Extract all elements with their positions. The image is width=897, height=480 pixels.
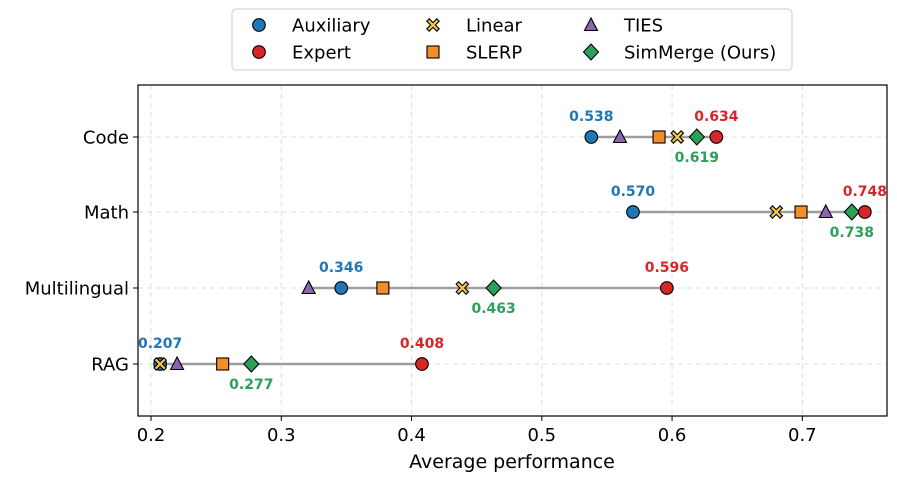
value-label-simmerge-ours-multilingual: 0.463 (471, 301, 515, 317)
value-label-auxiliary-math: 0.570 (611, 184, 656, 200)
point-linear-code (670, 130, 685, 144)
x-tick-label: 0.5 (527, 425, 556, 446)
point-ties-multilingual (301, 279, 317, 295)
legend-marker-linear (426, 18, 440, 32)
legend-label-linear: Linear (466, 16, 523, 37)
point-slerp-code (652, 130, 666, 144)
value-label-simmerge-ours-rag: 0.277 (229, 377, 273, 393)
y-tick-label-math: Math (84, 203, 129, 224)
legend-marker-expert (252, 45, 266, 59)
point-auxiliary-multilingual (334, 281, 349, 295)
point-simmerge-ours-rag (243, 355, 260, 373)
x-axis-title: Average performance (409, 451, 615, 473)
point-linear-math (769, 205, 784, 219)
y-tick-label-rag: RAG (91, 355, 129, 376)
legend-label-simmerge-ours: SimMerge (Ours) (624, 43, 776, 64)
legend-marker-slerp (426, 45, 440, 59)
value-labels: 0.538 0.634 0.619 0.570 0.748 0.738 0.346 0.596… (138, 109, 887, 393)
x-tick-label: 0.7 (788, 425, 817, 446)
value-label-expert-rag: 0.408 (400, 336, 444, 352)
point-auxiliary-code (584, 130, 599, 144)
legend-label-expert: Expert (292, 43, 351, 64)
value-label-expert-code: 0.634 (694, 109, 739, 125)
point-expert-multilingual (660, 281, 674, 295)
value-label-simmerge-ours-math: 0.738 (830, 225, 874, 241)
value-label-simmerge-ours-code: 0.619 (675, 150, 719, 166)
value-label-expert-multilingual: 0.596 (645, 260, 689, 276)
point-slerp-rag (216, 357, 230, 371)
legend-marker-simmerge-ours (582, 43, 600, 61)
point-expert-math (858, 205, 872, 219)
point-linear-multilingual (455, 281, 470, 295)
value-label-auxiliary-multilingual: 0.346 (319, 260, 363, 276)
point-simmerge-ours-code (688, 128, 706, 146)
legend-label-slerp: SLERP (466, 43, 522, 64)
legend-frame (231, 8, 793, 71)
x-tick-label: 0.2 (137, 425, 166, 446)
value-label-auxiliary-rag: 0.207 (138, 336, 182, 352)
x-tick-label: 0.6 (658, 425, 687, 446)
point-expert-code (709, 130, 724, 144)
x-tick-label: 0.3 (267, 425, 296, 446)
legend: Auxiliary Expert Linear SLERP TIES SimMerge (… (231, 8, 793, 71)
point-expert-rag (415, 357, 429, 371)
value-label-auxiliary-code: 0.538 (569, 109, 613, 125)
point-simmerge-ours-multilingual (485, 279, 502, 297)
point-ties-code (612, 128, 628, 144)
plot-frame (137, 84, 888, 417)
axes: 0.2 0.3 0.4 0.5 0.6 0.7 Code Math Multilingual RA… (25, 128, 817, 447)
point-simmerge-ours-math (843, 203, 861, 221)
value-label-expert-math: 0.748 (843, 184, 887, 200)
range-lines (160, 135, 865, 366)
y-tick-label-code: Code (83, 128, 129, 149)
point-linear-rag (153, 357, 168, 371)
point-slerp-math (794, 205, 808, 219)
legend-label-auxiliary: Auxiliary (292, 16, 371, 37)
point-ties-math (818, 203, 834, 219)
x-tick-label: 0.4 (397, 425, 426, 446)
point-auxiliary-math (626, 205, 640, 219)
legend-label-ties: TIES (623, 16, 663, 37)
point-ties-rag (169, 355, 185, 371)
legend-marker-auxiliary (252, 18, 266, 32)
point-slerp-multilingual (376, 281, 390, 295)
markers (153, 128, 872, 373)
legend-marker-ties (583, 16, 599, 32)
y-tick-label-multilingual: Multilingual (25, 279, 129, 300)
